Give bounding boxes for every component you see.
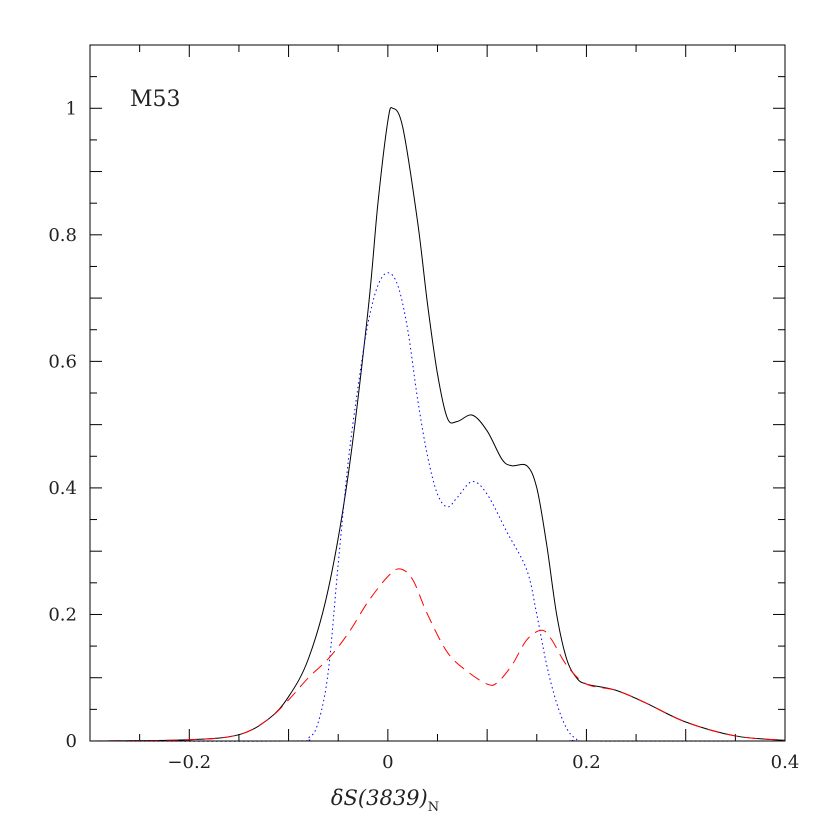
y-tick-label: 0.8 <box>48 225 77 246</box>
plot-frame <box>89 44 786 742</box>
x-tick-label: 0 <box>382 752 393 773</box>
x-tick-label: 0.2 <box>572 752 601 773</box>
x-tick-label: −0.2 <box>167 752 211 773</box>
x-tick-label: 0.4 <box>771 752 800 773</box>
series-line-dotted <box>89 272 786 742</box>
y-tick-label: 1 <box>66 98 77 119</box>
series-lines <box>89 107 786 742</box>
x-axis-label: δS(3839)N <box>331 786 439 815</box>
tick-labels: −0.2 0 0.2 0.4 0 0.2 0.4 0.6 0.8 1 <box>48 98 799 773</box>
y-tick-label: 0.6 <box>48 351 77 372</box>
axis-ticks <box>89 44 786 742</box>
y-tick-label: 0 <box>66 731 77 752</box>
cluster-annotation: M53 <box>130 87 181 112</box>
x-axis-label-main: δS(3839) <box>331 786 428 810</box>
y-tick-label: 0.2 <box>48 604 77 625</box>
y-tick-label: 0.4 <box>48 478 77 499</box>
x-axis-label-subscript: N <box>428 800 439 815</box>
series-line-dashed <box>89 568 786 742</box>
series-line-solid <box>89 107 786 742</box>
